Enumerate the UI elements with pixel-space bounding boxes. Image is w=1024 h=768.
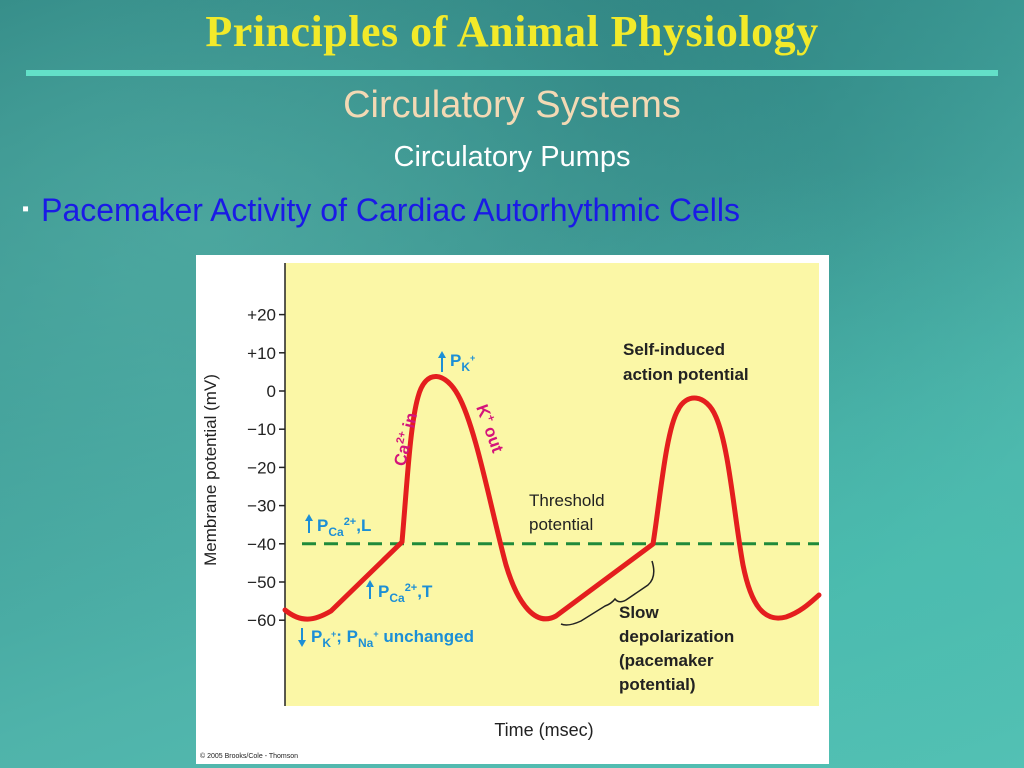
membrane-potential-trace [282, 374, 822, 622]
pacemaker-diagram: +20 +10 0 −10 −20 −30 −40 −50 −60 Membrane poten… [200, 263, 822, 760]
self-induced-label: Self-induced action potential [623, 340, 749, 384]
y-tick-label: −60 [247, 611, 276, 630]
x-axis-label: Time (msec) [494, 720, 593, 740]
y-tick-label: −20 [247, 458, 276, 477]
slow-depolarization-brace [560, 560, 655, 626]
pca-l-increase-label: PCa2+,L [305, 514, 371, 539]
threshold-label: Threshold potential [529, 491, 609, 534]
y-tick-label: −40 [247, 535, 276, 554]
y-tick-label: −30 [247, 497, 276, 516]
copyright-notice: © 2005 Brooks/Cole - Thomson [200, 752, 298, 760]
y-tick-label: 0 [267, 382, 276, 401]
up-arrow-head [305, 514, 313, 521]
slide-subtitle: Circulatory Systems [343, 84, 681, 126]
bullet-marker: ▪ [22, 198, 30, 220]
svg-text:PCa2+,L: PCa2+,L [317, 516, 371, 539]
y-tick-label: −50 [247, 573, 276, 592]
y-axis-label: Membrane potential (mV) [201, 374, 220, 566]
slow-depolarization-label: Slow depolarization (pacemaker potential… [619, 603, 739, 694]
y-tick-label: −10 [247, 420, 276, 439]
pk-decrease-pna-unchanged-label: PK+; PNa+ unchanged [298, 627, 474, 650]
up-arrow-head [366, 580, 374, 587]
pca-t-increase-label: PCa2+,T [366, 580, 433, 605]
svg-text:PCa2+,T: PCa2+,T [378, 582, 433, 605]
svg-text:PK+: PK+ [450, 351, 475, 374]
y-ticks: +20 +10 0 −10 −20 −30 −40 −50 −60 [247, 306, 285, 630]
calcium-in-label: Ca2+ in [389, 411, 421, 468]
bullet-point: ▪ Pacemaker Activity of Cardiac Autorhyth… [22, 192, 740, 229]
section-heading: Circulatory Pumps [393, 141, 631, 173]
title-divider [26, 70, 998, 76]
pacemaker-figure: +20 +10 0 −10 −20 −30 −40 −50 −60 Membrane poten… [196, 255, 829, 764]
up-arrow-head [438, 351, 446, 358]
bullet-text: Pacemaker Activity of Cardiac Autorhythm… [41, 192, 741, 228]
svg-text:PK+; PNa+ unchanged: PK+; PNa+ unchanged [311, 627, 474, 650]
down-arrow-head [298, 640, 306, 647]
pk-increase-label: PK+ [438, 351, 475, 374]
slide-title: Principles of Animal Physiology [205, 7, 819, 56]
y-tick-label: +20 [247, 306, 276, 325]
y-tick-label: +10 [247, 344, 276, 363]
